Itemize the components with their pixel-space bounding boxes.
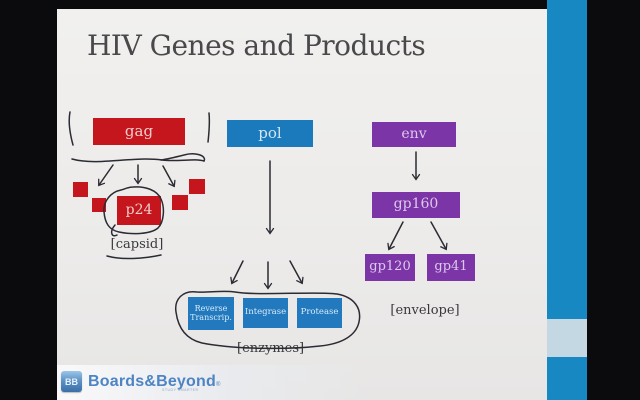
- gene-box-env: env: [372, 122, 456, 147]
- logo-text: Boards&Beyond® STUDY SMARTER: [88, 371, 220, 392]
- arrow: [289, 260, 304, 285]
- pen-tick-right: [207, 112, 211, 143]
- boards-and-beyond-logo: BB Boards&Beyond® STUDY SMARTER: [61, 371, 220, 392]
- bb-logo-icon: BB: [61, 371, 82, 392]
- gene-box-pol: pol: [227, 120, 313, 147]
- product-box-reverse-transcriptase: Reverse Transcrip.: [188, 297, 234, 330]
- logo-band: [57, 365, 367, 400]
- logo-name: Boards&Beyond: [88, 373, 216, 390]
- arrow: [387, 221, 404, 251]
- enzymes-label: [enzymes]: [237, 341, 305, 356]
- pen-tick-left: [68, 111, 74, 146]
- arrow: [430, 221, 448, 251]
- gene-box-gag: gag: [93, 118, 185, 145]
- product-box-gp160: gp160: [372, 192, 460, 218]
- logo-tagline: STUDY SMARTER: [162, 388, 199, 393]
- product-box-protease: Protease: [297, 298, 342, 328]
- capsid-protein-square: [172, 195, 188, 210]
- arrow: [162, 165, 176, 188]
- arrow: [230, 260, 244, 285]
- capsid-protein-square: [73, 182, 88, 197]
- slide-title: HIV Genes and Products: [87, 29, 426, 62]
- product-box-integrase: Integrase: [243, 298, 288, 328]
- product-box-gp120: gp120: [365, 254, 415, 281]
- product-box-p24: p24: [117, 196, 161, 225]
- capsid-protein-square: [92, 198, 106, 212]
- registered-mark: ®: [215, 382, 221, 388]
- lecture-slide: HIV Genes and Products gag pol env p24 […: [57, 9, 547, 400]
- pen-underline-gag: [71, 158, 205, 163]
- video-scrubber-track[interactable]: [547, 0, 587, 400]
- pen-underline-capsid: [106, 254, 162, 260]
- arrow: [98, 164, 114, 187]
- pen-circle-p24: [110, 224, 118, 237]
- capsid-label: [capsid]: [110, 237, 164, 252]
- capsid-protein-square: [189, 179, 205, 194]
- pen-underline-gag: [160, 153, 206, 162]
- video-scrubber-thumb[interactable]: [547, 319, 587, 357]
- product-box-gp41: gp41: [427, 254, 475, 281]
- envelope-label: [envelope]: [390, 303, 460, 318]
